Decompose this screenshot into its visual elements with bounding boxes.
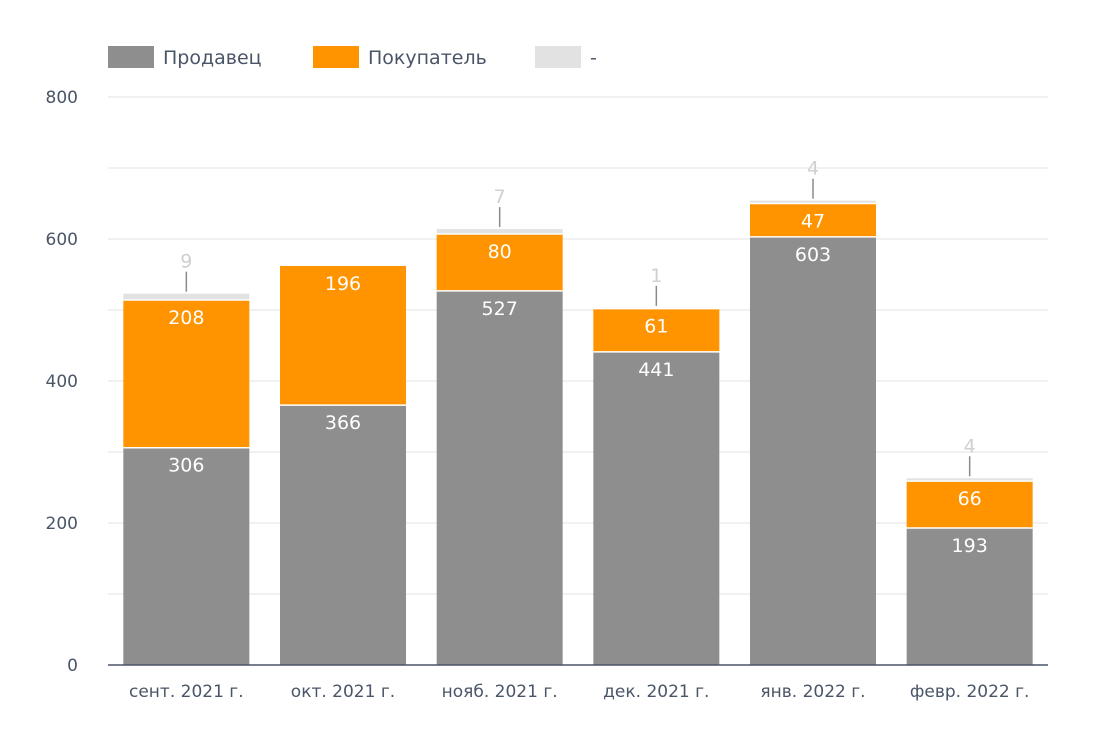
grid — [108, 96, 1048, 595]
legend-swatch[interactable] — [535, 46, 581, 68]
data-label: 441 — [638, 359, 674, 381]
data-label: 208 — [168, 307, 204, 329]
y-tick-label: 200 — [46, 514, 78, 534]
bar-segment — [593, 308, 720, 352]
data-label: 193 — [952, 535, 988, 557]
data-label: 4 — [807, 158, 819, 180]
bar-segment — [750, 200, 876, 204]
data-label: 366 — [325, 412, 361, 434]
y-tick-label: 600 — [46, 230, 78, 250]
legend-swatch[interactable] — [108, 46, 154, 68]
bar-segment — [750, 236, 876, 665]
bar-segment — [123, 293, 250, 301]
x-tick-label: сент. 2021 г. — [129, 682, 244, 702]
bar-segment — [906, 527, 1033, 665]
bar-segment — [436, 234, 563, 291]
legend-label[interactable]: Покупатель — [368, 47, 487, 69]
data-label: 1 — [650, 265, 662, 287]
y-tick-label: 400 — [46, 372, 78, 392]
bars — [123, 200, 1033, 665]
data-label: 80 — [488, 241, 512, 263]
legend-label[interactable]: - — [590, 47, 597, 69]
data-labels: 306 208 9 366 196 527 80 7 441 61 1 603 47 4 193 66 4 — [168, 158, 988, 557]
bar-segment — [593, 351, 720, 665]
y-tick-label: 800 — [46, 88, 78, 108]
y-tick-label: 0 — [67, 656, 78, 676]
data-label: 4 — [964, 435, 976, 457]
data-label: 603 — [795, 244, 831, 266]
data-label: 7 — [494, 186, 506, 208]
legend-swatch[interactable] — [313, 46, 359, 68]
bar-segment — [906, 478, 1033, 482]
x-tick-label: февр. 2022 г. — [910, 682, 1030, 702]
x-tick-label: окт. 2021 г. — [291, 682, 395, 702]
bar-segment — [280, 265, 406, 406]
data-label: 527 — [482, 298, 518, 320]
bar-segment — [123, 447, 250, 665]
bar-segment — [436, 290, 563, 665]
data-label: 47 — [801, 211, 825, 233]
data-label: 196 — [325, 273, 361, 295]
x-tick-label: дек. 2021 г. — [603, 682, 709, 702]
bar-segment — [750, 203, 876, 237]
x-tick-label: янв. 2022 г. — [760, 682, 865, 702]
data-label: 61 — [644, 316, 668, 338]
data-label: 306 — [168, 455, 204, 477]
bar-segment — [123, 300, 250, 448]
data-label: 66 — [958, 488, 982, 510]
bar-segment — [906, 481, 1033, 528]
axes: 0 200 400 600 800 сент. 2021 г. окт. 2021 г. но… — [46, 88, 1048, 702]
data-label: 9 — [180, 251, 192, 273]
bar-segment — [280, 405, 406, 665]
legend-label[interactable]: Продавец — [163, 47, 262, 69]
legend: Продавец Покупатель - — [108, 46, 597, 69]
bar-segment — [436, 229, 563, 235]
x-tick-label: нояб. 2021 г. — [442, 682, 558, 702]
